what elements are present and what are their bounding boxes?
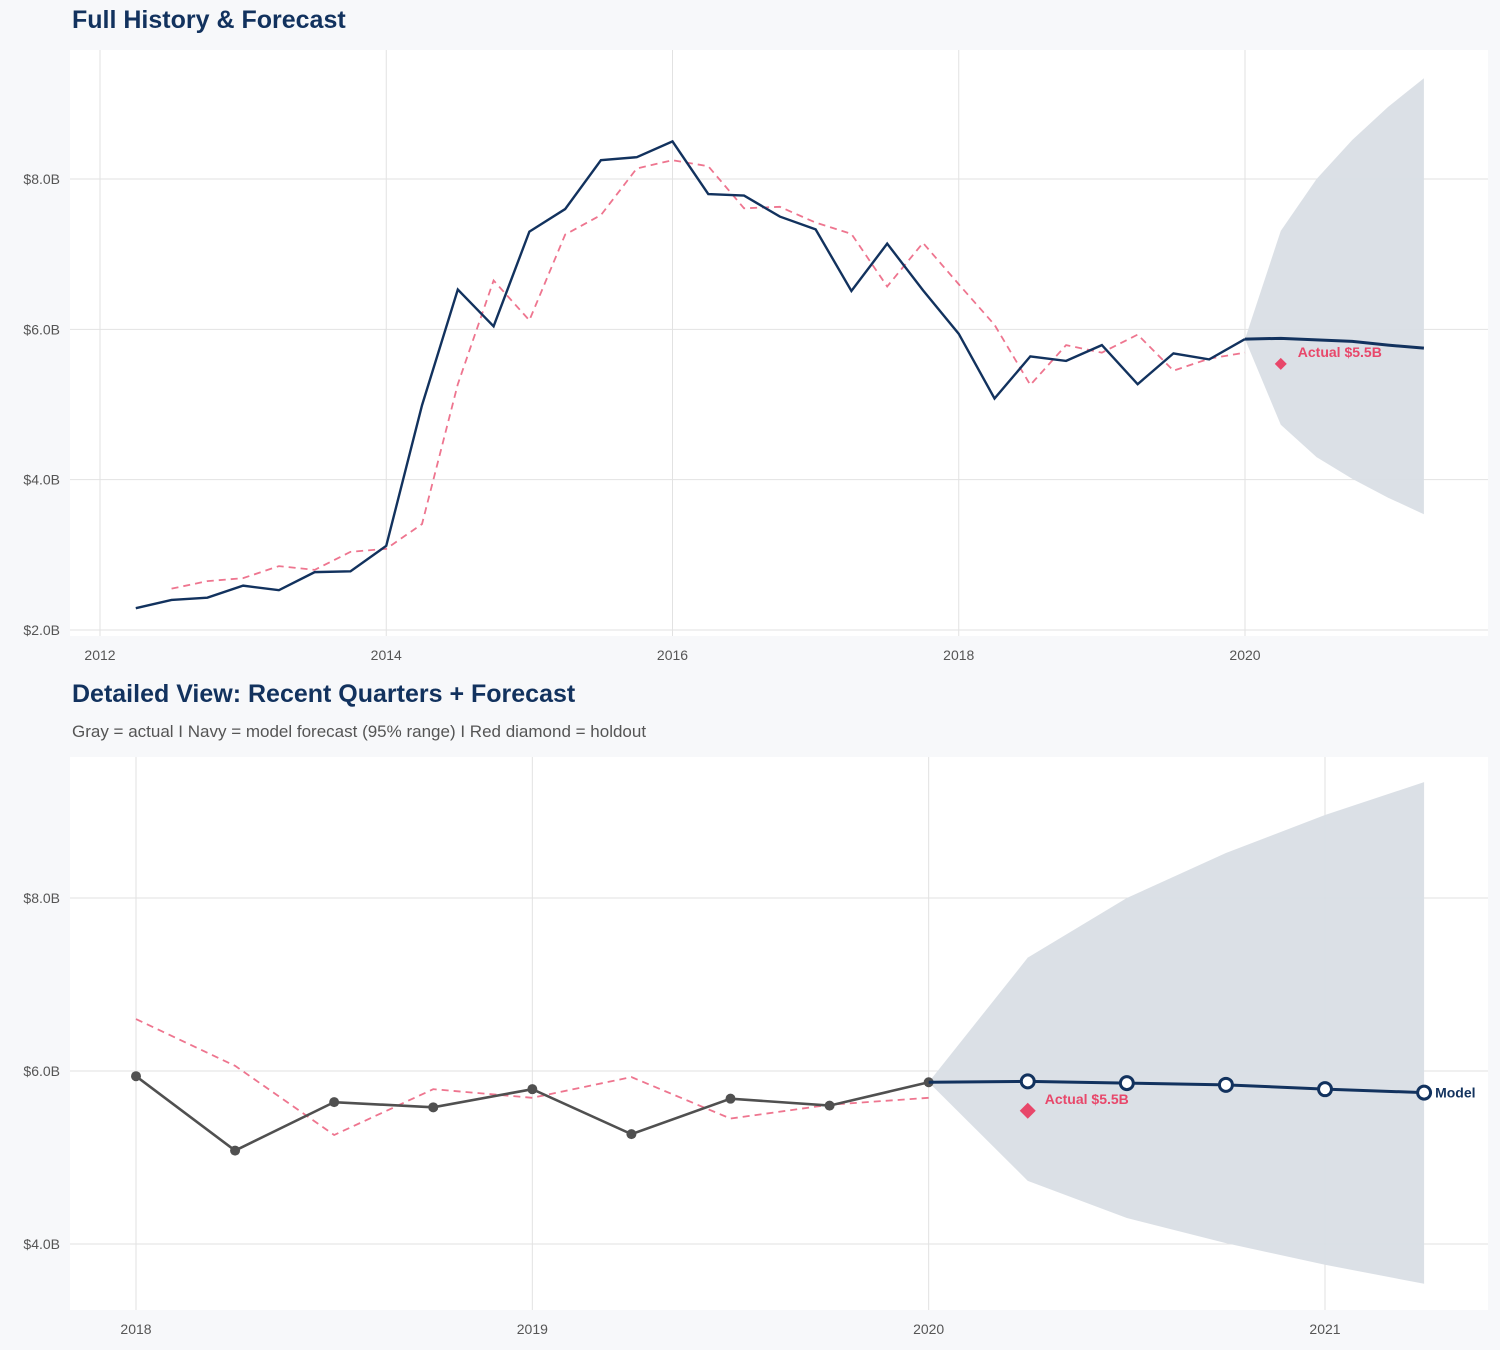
- y-tick-label: $8.0B: [23, 171, 60, 187]
- holdout-diamond: [1019, 1102, 1036, 1119]
- forecast-line: [928, 1079, 1425, 1095]
- holdout-diamond: [1274, 357, 1287, 370]
- forecast-point: [1416, 1084, 1433, 1101]
- y-tick-label: $2.0B: [23, 622, 60, 638]
- holdout-label: Actual $5.5B: [1045, 1091, 1129, 1107]
- x-tick-label: 2018: [120, 1321, 151, 1337]
- fitted-dashed-line: [171, 159, 1246, 590]
- actual-point: [626, 1129, 637, 1140]
- x-tick-label: 2020: [913, 1321, 944, 1337]
- actual-point: [230, 1145, 241, 1156]
- forecast-point: [1019, 1073, 1036, 1090]
- bottom-chart-subtitle: Gray = actual I Navy = model forecast (9…: [72, 722, 647, 741]
- top-chart-title: Full History & Forecast: [72, 6, 346, 34]
- x-tick-label: 2018: [943, 647, 974, 663]
- actual-point: [329, 1097, 340, 1108]
- y-tick-label: $6.0B: [23, 321, 60, 337]
- x-tick-label: 2019: [517, 1321, 548, 1337]
- model-end-label: Model: [1435, 1085, 1475, 1101]
- y-tick-label: $4.0B: [23, 472, 60, 488]
- x-tick-label: 2020: [1229, 647, 1260, 663]
- forecast-point: [1317, 1081, 1333, 1098]
- actual-point: [131, 1071, 141, 1082]
- forecast-95-range-band: [928, 782, 1425, 1284]
- y-tick-label: $4.0B: [23, 1236, 60, 1252]
- x-tick-label: 2012: [84, 647, 115, 663]
- actual-point: [428, 1102, 439, 1113]
- actual-line: [135, 139, 1246, 610]
- x-tick-label: 2021: [1309, 1321, 1340, 1337]
- y-tick-label: $8.0B: [23, 890, 60, 906]
- actual-point: [725, 1093, 736, 1104]
- x-tick-label: 2014: [371, 647, 402, 663]
- forecast-point: [1118, 1075, 1135, 1092]
- x-tick-label: 2016: [657, 647, 688, 663]
- holdout-label: Actual $5.5B: [1298, 344, 1382, 360]
- forecast-line: [1244, 336, 1425, 350]
- actual-point: [527, 1084, 538, 1095]
- y-tick-label: $6.0B: [23, 1063, 60, 1079]
- forecast-95-range-band: [1245, 78, 1424, 515]
- forecast-point: [1217, 1076, 1234, 1093]
- fitted-dashed-line: [135, 1018, 929, 1137]
- bottom-chart-title: Detailed View: Recent Quarters + Forecas…: [72, 680, 576, 708]
- actual-point: [824, 1100, 835, 1111]
